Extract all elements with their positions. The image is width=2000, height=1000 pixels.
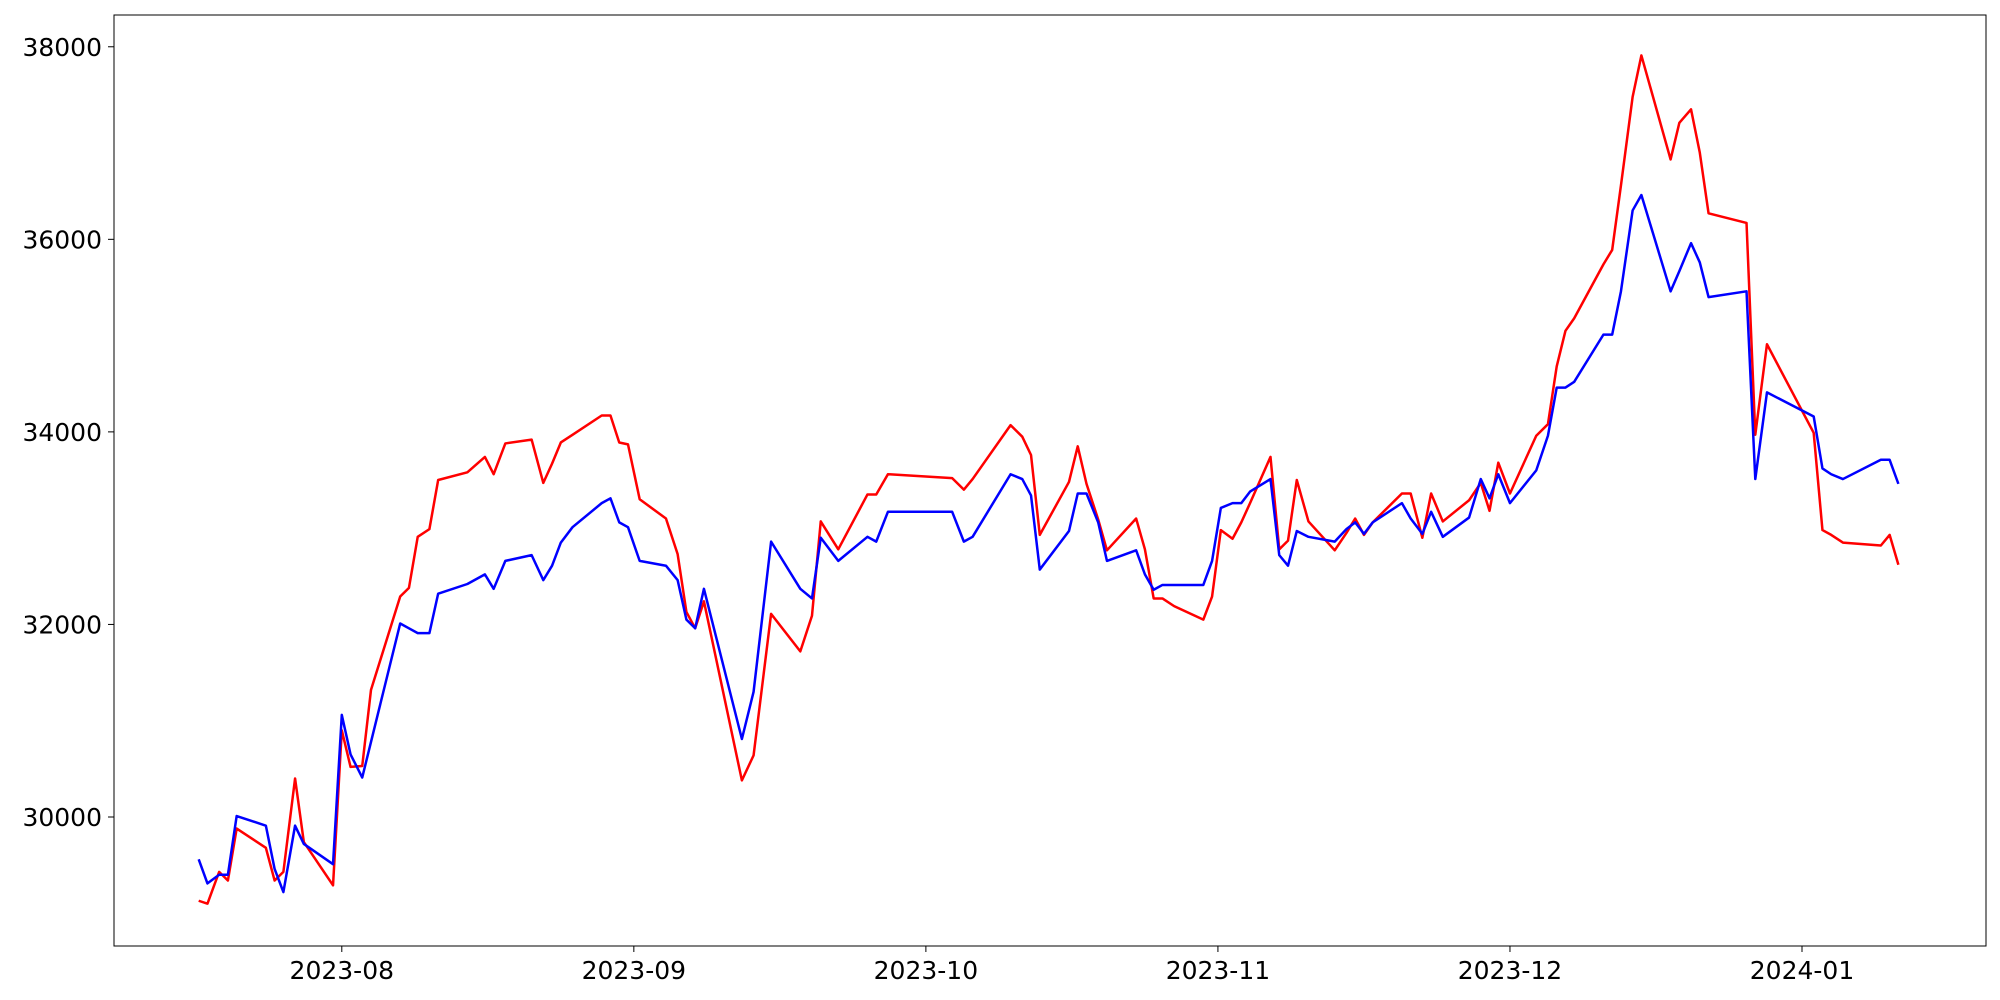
x-tick-label: 2023-12 [1458, 956, 1562, 985]
y-tick-label: 38000 [22, 33, 102, 62]
x-tick-label: 2023-10 [874, 956, 978, 985]
series-line [198, 54, 1900, 905]
series-line [197, 193, 1900, 894]
y-tick-label: 30000 [22, 803, 102, 832]
x-tick-label: 2023-08 [290, 956, 394, 985]
y-tick-label: 36000 [22, 225, 102, 254]
y-tick-label: 34000 [22, 418, 102, 447]
x-tick-label: 2024-01 [1750, 956, 1854, 985]
plot-frame [113, 14, 1987, 947]
y-tick-label: 32000 [22, 610, 102, 639]
x-tick-label: 2023-11 [1166, 956, 1270, 985]
x-tick-label: 2023-09 [582, 956, 686, 985]
